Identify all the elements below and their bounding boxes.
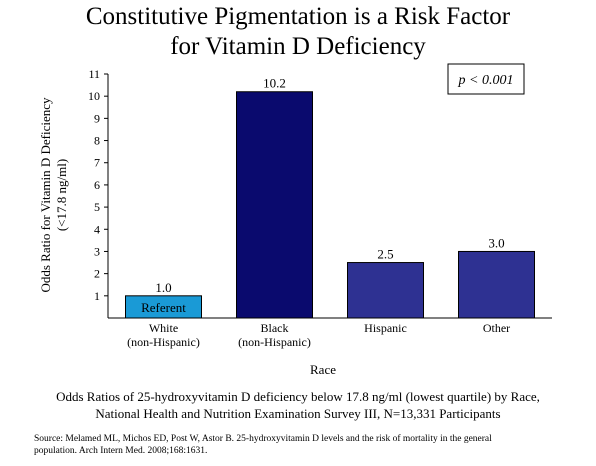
x-tick-label: Black bbox=[261, 321, 289, 335]
caption-line-2: National Health and Nutrition Examinatio… bbox=[95, 406, 501, 421]
bar bbox=[236, 91, 313, 319]
x-tick-labels: White(non-Hispanic)Black(non-Hispanic)Hi… bbox=[127, 321, 510, 349]
x-tick-label: Hispanic bbox=[364, 321, 407, 335]
bar bbox=[347, 262, 424, 319]
y-tick-label: 8 bbox=[94, 134, 100, 148]
x-tick-label: Other bbox=[483, 321, 510, 335]
bar-value-label: 10.2 bbox=[263, 76, 286, 91]
x-axis-label: Race bbox=[310, 362, 336, 377]
y-tick-label: 4 bbox=[94, 222, 100, 236]
bar bbox=[125, 295, 202, 319]
bar-value-label: 2.5 bbox=[377, 247, 393, 262]
p-value-box: p < 0.001 bbox=[447, 63, 525, 95]
bar-value-label: 3.0 bbox=[488, 235, 504, 250]
chart-title-line-1: Constitutive Pigmentation is a Risk Fact… bbox=[85, 3, 511, 30]
source-line-1: Source: Melamed ML, Michos ED, Post W, A… bbox=[34, 434, 492, 444]
y-tick-label: 3 bbox=[94, 244, 100, 258]
caption-line-1: Odds Ratios of 25-hydroxyvitamin D defic… bbox=[56, 389, 540, 404]
bar-inner-label: Referent bbox=[141, 300, 186, 315]
bar bbox=[458, 250, 535, 319]
p-value-text: p < 0.001 bbox=[458, 73, 514, 88]
y-tick-label: 9 bbox=[94, 111, 100, 125]
source-note: Source: Melamed ML, Michos ED, Post W, A… bbox=[34, 433, 574, 457]
y-tick-label: 6 bbox=[94, 178, 100, 192]
y-axis-label: Odds Ratio for Vitamin D Deficiency (<17… bbox=[38, 97, 69, 293]
y-axis-label-line-2: (<17.8 ng/ml) bbox=[54, 159, 69, 231]
bar-value-label: 1.0 bbox=[155, 280, 171, 295]
y-tick-label: 1 bbox=[94, 289, 100, 303]
caption: Odds Ratios of 25-hydroxyvitamin D defic… bbox=[0, 388, 596, 422]
y-ticks: 1 2 3 4 5 6 7 8 9 10 11 bbox=[88, 67, 108, 303]
x-tick-label: White bbox=[149, 321, 178, 335]
y-tick-label: 11 bbox=[88, 67, 100, 81]
bars: 1.0 Referent 10.2 2.5 3.0 bbox=[125, 76, 535, 319]
chart-title-line-2: for Vitamin D Deficiency bbox=[170, 33, 426, 60]
y-axis-label-line-1: Odds Ratio for Vitamin D Deficiency bbox=[38, 97, 53, 293]
source-line-2: population. Arch Intern Med. 2008;168:16… bbox=[34, 446, 208, 456]
chart-title: Constitutive Pigmentation is a Risk Fact… bbox=[0, 2, 596, 62]
y-tick-label: 10 bbox=[88, 89, 100, 103]
x-tick-label: (non-Hispanic) bbox=[238, 335, 311, 349]
y-tick-label: 2 bbox=[94, 267, 100, 281]
y-tick-label: 5 bbox=[94, 200, 100, 214]
y-tick-label: 7 bbox=[94, 156, 100, 170]
x-tick-label: (non-Hispanic) bbox=[127, 335, 200, 349]
